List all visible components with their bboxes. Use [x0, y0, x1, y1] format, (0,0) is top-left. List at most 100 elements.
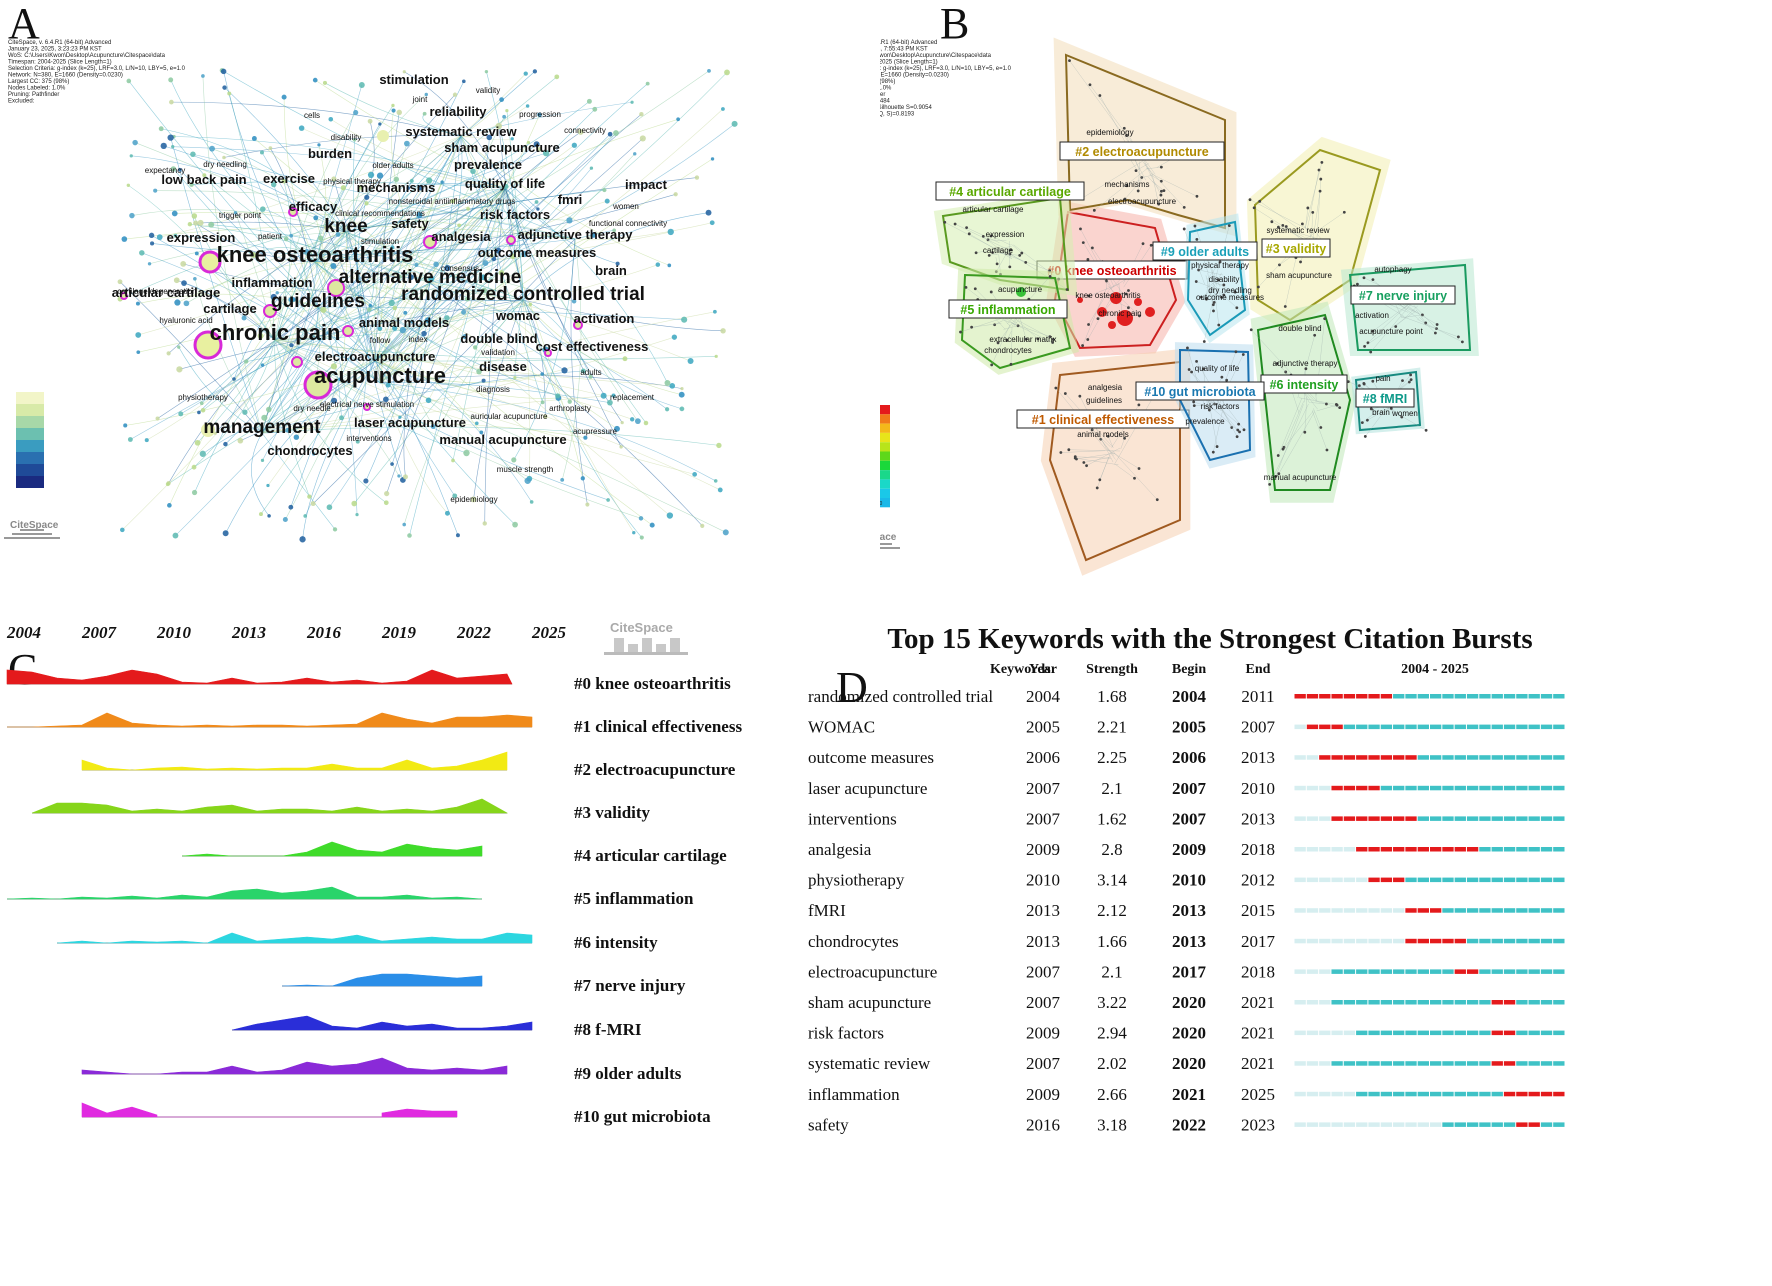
network-node: [156, 234, 163, 241]
network-node: [403, 310, 408, 315]
network-node: [127, 437, 133, 442]
burst-year-segment: [1319, 969, 1331, 974]
network-edge: [374, 201, 537, 362]
cluster-node: [1237, 422, 1241, 426]
network-edge: [223, 135, 462, 158]
burst-year-segment: [1319, 1000, 1331, 1005]
cluster-8: #8 fMRI: [1346, 367, 1428, 438]
burst-year-segment: [1306, 847, 1319, 852]
network-edge: [345, 225, 460, 243]
cluster-node: [1325, 448, 1329, 452]
cluster-label: #6 intensity: [1270, 378, 1339, 392]
cluster-edge: [1372, 303, 1410, 332]
network-node: [630, 100, 634, 104]
panel-b: B CiteSpace, v. 6.4.R1 (64-bit) Advanced…: [880, 0, 1772, 640]
network-node: [473, 345, 478, 350]
burst-begin: 2005: [1172, 718, 1206, 737]
network-edge: [484, 187, 506, 524]
network-node: [283, 236, 289, 242]
cluster-node: [1400, 415, 1404, 419]
burst-year-segment: [1368, 1000, 1380, 1005]
burst-year-segment: [1343, 969, 1356, 974]
network-edge: [429, 282, 565, 371]
hub-node: [303, 370, 333, 400]
cluster-hull: [1354, 370, 1422, 432]
burst-year: 2009: [1026, 840, 1060, 859]
cluster-node: [1284, 225, 1288, 228]
cluster-label-box: #9 older adults: [1152, 241, 1258, 261]
burst-year-segment: [1405, 755, 1417, 760]
network-node: [484, 69, 489, 74]
network-node: [463, 449, 470, 457]
burst-year-segment: [1331, 1000, 1343, 1005]
cluster-edge: [1206, 280, 1209, 299]
cluster-edge: [989, 253, 998, 256]
network-node: [451, 458, 455, 463]
cluster-edge: [1007, 331, 1012, 341]
network-node: [707, 68, 711, 73]
network-node-label: risk factors: [480, 207, 550, 222]
cluster-node: [1141, 242, 1145, 246]
network-node: [399, 326, 407, 334]
network-node: [525, 104, 530, 108]
burst-year-segment: [1540, 1061, 1553, 1066]
network-node: [393, 176, 400, 183]
cluster-node: [1106, 434, 1110, 438]
burst-year-segment: [1479, 816, 1491, 821]
network-edge: [522, 299, 724, 332]
burst-year-segment: [1503, 1091, 1516, 1097]
burst-year-segment: [1356, 755, 1368, 760]
legend-swatch: [16, 476, 44, 488]
network-edge: [379, 382, 716, 482]
cluster-node: [1233, 290, 1237, 294]
burst-year-segment: [1516, 1122, 1528, 1127]
network-node-label: electrical nerve stimulation: [320, 400, 414, 409]
burst-year-segment: [1405, 694, 1417, 699]
burst-year-segment: [1479, 938, 1491, 944]
network-node: [600, 392, 607, 399]
network-node-label: laser acupuncture: [354, 415, 466, 430]
network-node: [259, 150, 264, 155]
network-node: [681, 316, 688, 323]
network-node: [222, 530, 229, 537]
burst-strength: 2.1: [1101, 779, 1122, 798]
network-edge: [193, 339, 276, 468]
burst-year-segment: [1294, 1030, 1306, 1036]
burst-year-segment: [1479, 908, 1491, 913]
cluster-edge: [1120, 438, 1125, 450]
network-node: [378, 122, 382, 126]
burst-row: laser acupuncture 2007 2.1 2007 2010: [808, 779, 1565, 798]
cluster-edge: [1269, 403, 1309, 485]
network-node: [126, 183, 131, 188]
burst-year-segment: [1503, 877, 1516, 883]
network-edge: [365, 282, 431, 482]
network-node-label: expectancy: [145, 166, 185, 175]
network-node: [338, 377, 342, 382]
network-edge: [379, 264, 437, 384]
network-edge: [345, 231, 374, 310]
cluster-member-label: extracellular matrix: [989, 335, 1056, 344]
cluster-edge: [1087, 423, 1115, 456]
cluster-node: [1009, 248, 1013, 252]
network-edge: [314, 152, 547, 263]
cluster-node: [1311, 211, 1315, 214]
cluster-node: [1248, 198, 1252, 202]
burst-row: randomized controlled trial 2004 1.68 2004 2…: [808, 687, 1565, 706]
network-node: [444, 315, 450, 321]
cluster-node: [1008, 252, 1012, 256]
cluster-node: [1216, 278, 1220, 282]
network-node: [201, 74, 205, 78]
network-node-label: fmri: [558, 192, 583, 207]
network-node: [480, 274, 487, 281]
burst-row: electroacupuncture 2007 2.1 2017 2018: [808, 962, 1565, 981]
cluster-node: [1460, 340, 1464, 344]
network-node: [720, 328, 726, 334]
burst-column-header: Keywords: [990, 662, 1051, 677]
burst-year-segment: [1343, 816, 1356, 821]
burst-year-segment: [1405, 847, 1417, 852]
network-node: [331, 176, 337, 182]
burst-end: 2010: [1241, 779, 1275, 798]
network-node: [191, 213, 198, 219]
network-edge: [261, 426, 719, 446]
burst-year-segment: [1343, 847, 1356, 852]
